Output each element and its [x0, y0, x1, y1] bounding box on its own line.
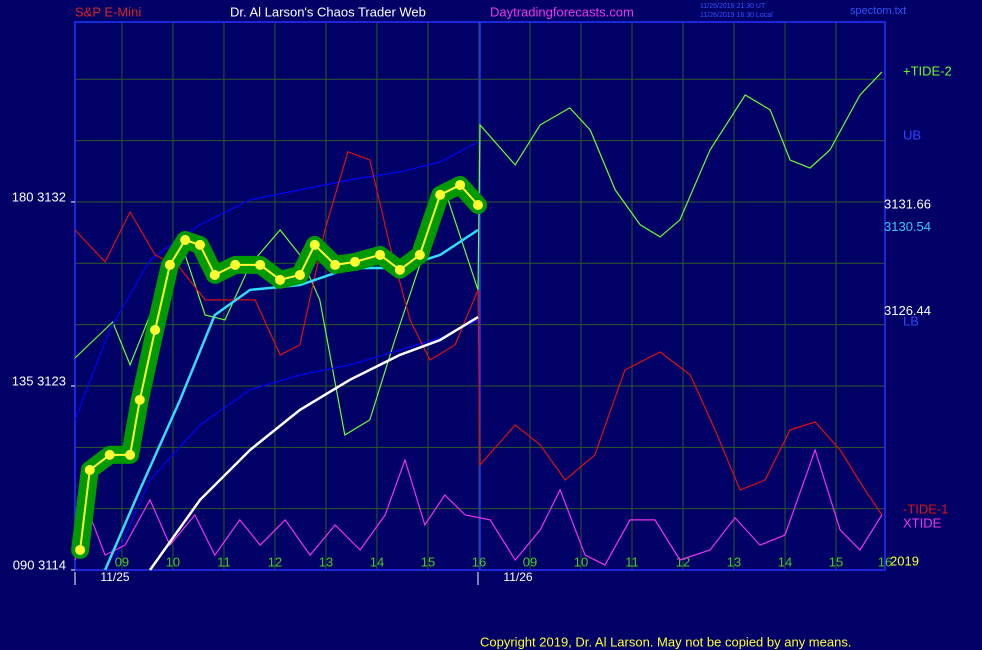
- price-dot: [194, 239, 205, 250]
- series-line: [74, 141, 479, 421]
- x-tick-label: 13: [319, 554, 333, 569]
- x-tick-label: 11: [217, 554, 231, 569]
- x-tick-label: 11: [625, 554, 639, 569]
- symbol: S&P E-Mini: [75, 4, 141, 19]
- chart-title: Dr. Al Larson's Chaos Trader Web: [230, 4, 426, 19]
- x-tick-label: 12: [268, 554, 282, 569]
- price-dot: [394, 264, 405, 275]
- x-tick-label: 16: [878, 554, 892, 569]
- x-tick-label: 09: [115, 554, 129, 569]
- x-tick-label: 13: [727, 554, 741, 569]
- price-dot: [255, 259, 266, 270]
- price-dot: [455, 179, 466, 190]
- price-dot: [330, 259, 341, 270]
- price-label: 3131.66: [884, 196, 931, 211]
- series-label: -TIDE-1: [903, 501, 949, 516]
- price-dot: [309, 239, 320, 250]
- price-dot: [134, 394, 145, 405]
- price-dot: [125, 449, 136, 460]
- x-tick-label: 09: [523, 554, 537, 569]
- price-dot: [435, 189, 446, 200]
- price-dot: [150, 324, 161, 335]
- footer: Copyright 2019, Dr. Al Larson. May not b…: [480, 634, 851, 649]
- price-dot: [164, 259, 175, 270]
- series-label: XTIDE: [903, 515, 942, 530]
- series-label: +TIDE-2: [903, 63, 952, 78]
- x-tick-label: 10: [574, 554, 588, 569]
- x-tick-label: 14: [778, 554, 792, 569]
- series-line: [74, 151, 883, 516]
- x-tick-label: 15: [421, 554, 435, 569]
- price-dot: [84, 465, 95, 476]
- price-dot: [350, 256, 361, 267]
- y-tick-label: 180 3132: [12, 189, 66, 204]
- price-dot: [294, 269, 305, 280]
- price-dot: [414, 249, 425, 260]
- x-tick-label: 14: [370, 554, 384, 569]
- price-dot: [209, 269, 220, 280]
- date-label: 11/25: [100, 570, 129, 584]
- price-dot: [75, 544, 86, 555]
- price-label: 3130.54: [884, 219, 931, 234]
- year: 2019: [890, 553, 919, 568]
- x-tick-label: 16: [472, 554, 486, 569]
- series-line: [148, 316, 479, 571]
- x-tick-label: 15: [829, 554, 843, 569]
- series-label: LB: [903, 313, 919, 328]
- series-label: UB: [903, 127, 921, 142]
- price-dot: [375, 249, 386, 260]
- price-dot: [275, 274, 286, 285]
- time-ut: 11/26/2019 21:30 UT: [700, 3, 766, 10]
- price-dot: [230, 259, 241, 270]
- price-label: 3126.44: [884, 303, 931, 318]
- y-tick-label: 135 3123: [12, 373, 66, 388]
- file-name: spectom.txt: [850, 5, 906, 17]
- time-local: 11/26/2019 16:30 Local: [700, 12, 773, 19]
- x-tick-label: 10: [166, 554, 180, 569]
- series-line: [114, 319, 479, 561]
- price-dot: [104, 449, 115, 460]
- site: Daytradingforecasts.com: [490, 4, 634, 19]
- price-dot: [180, 234, 191, 245]
- series-line: [74, 448, 883, 566]
- price-dot: [472, 200, 483, 211]
- date-label: 11/26: [503, 570, 532, 584]
- y-tick-label: 090 3114: [13, 557, 66, 572]
